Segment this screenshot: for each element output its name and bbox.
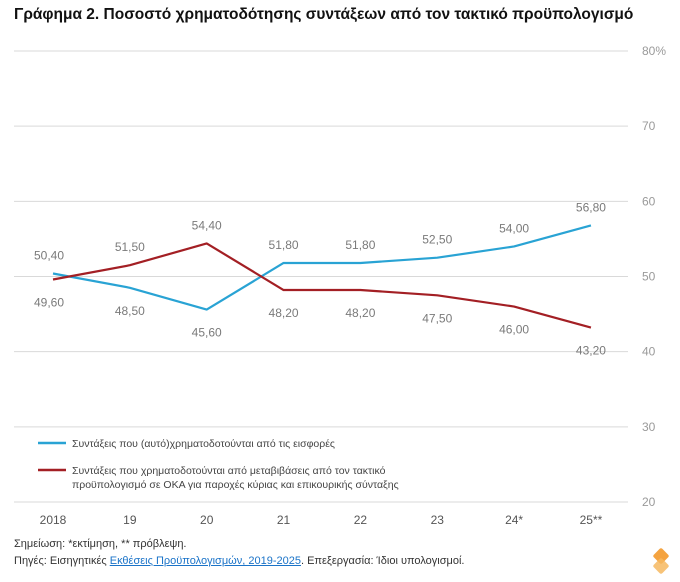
data-label-s1-4: 48,20 (345, 306, 375, 320)
x-tick-label-1: 19 (123, 513, 137, 527)
y-tick-label-20: 20 (642, 495, 656, 509)
y-axis-ticks: 20 30 40 50 60 70 80% (642, 44, 666, 509)
series-line-1 (52, 242, 592, 329)
sources-suffix: . Επεξεργασία: Ίδιοι υπολογισμοί. (300, 555, 465, 567)
footnote: Σημείωση: *εκτίμηση, ** πρόβλεψη. (14, 538, 187, 550)
x-tick-label-7: 25** (580, 513, 603, 527)
data-label-s1-2: 54,40 (192, 218, 222, 232)
publisher-logo-icon (653, 548, 669, 574)
data-label-s0-1: 48,50 (115, 304, 145, 318)
data-label-s0-3: 51,80 (269, 238, 299, 252)
x-tick-label-4: 22 (354, 513, 368, 527)
sources-link[interactable]: Εκθέσεις Προϋπολογισμών, 2019-2025 (109, 555, 301, 567)
sources: Πηγές: Εισηγητικές Εκθέσεις Προϋπολογισμ… (14, 555, 464, 567)
y-tick-label-30: 30 (642, 420, 656, 434)
x-tick-label-2: 20 (200, 513, 214, 527)
data-label-s0-7: 56,80 (576, 200, 606, 214)
data-label-s1-5: 47,50 (422, 311, 452, 325)
data-label-s0-0: 50,40 (34, 248, 64, 262)
data-label-s1-6: 46,00 (499, 323, 529, 337)
sources-prefix: Πηγές: Εισηγητικές (14, 555, 110, 567)
legend-label-transfers-line2: προϋπολογισμό σε ΟΚΑ για παροχές κύριας … (72, 479, 399, 491)
data-label-s0-6: 54,00 (499, 221, 529, 235)
data-label-s0-2: 45,60 (192, 326, 222, 340)
series-lines (52, 224, 592, 329)
data-label-s1-7: 43,20 (576, 344, 606, 358)
grid-lines (14, 50, 628, 503)
series-line-0 (52, 224, 592, 311)
data-labels: 50,40 48,50 45,60 51,80 51,80 52,50 54,00 56,80… (34, 200, 606, 357)
y-tick-label-80: 80% (642, 44, 666, 58)
data-label-s0-4: 51,80 (345, 238, 375, 252)
y-tick-label-60: 60 (642, 194, 656, 208)
legend-label-contributions: Συντάξεις που (αυτό)χρηματοδοτούνται από… (72, 438, 335, 450)
data-label-s1-3: 48,20 (269, 306, 299, 320)
x-tick-label-0: 2018 (40, 513, 67, 527)
legend: Συντάξεις που (αυτό)χρηματοδοτούνται από… (38, 438, 399, 491)
data-label-s1-0: 49,60 (34, 296, 64, 310)
data-label-s0-5: 52,50 (422, 233, 452, 247)
data-label-s1-1: 51,50 (115, 240, 145, 254)
legend-label-transfers-line1: Συντάξεις που χρηματοδοτούνται από μεταβ… (72, 465, 386, 477)
y-tick-label-70: 70 (642, 119, 656, 133)
y-tick-label-50: 50 (642, 270, 656, 284)
x-tick-label-6: 24* (505, 513, 523, 527)
x-axis-ticks: 2018 19 20 21 22 23 24* 25** (40, 513, 603, 527)
y-tick-label-40: 40 (642, 345, 656, 359)
x-tick-label-5: 23 (431, 513, 445, 527)
chart-title: Γράφημα 2. Ποσοστό χρηματοδότησης συντάξ… (14, 6, 634, 23)
x-tick-label-3: 21 (277, 513, 291, 527)
